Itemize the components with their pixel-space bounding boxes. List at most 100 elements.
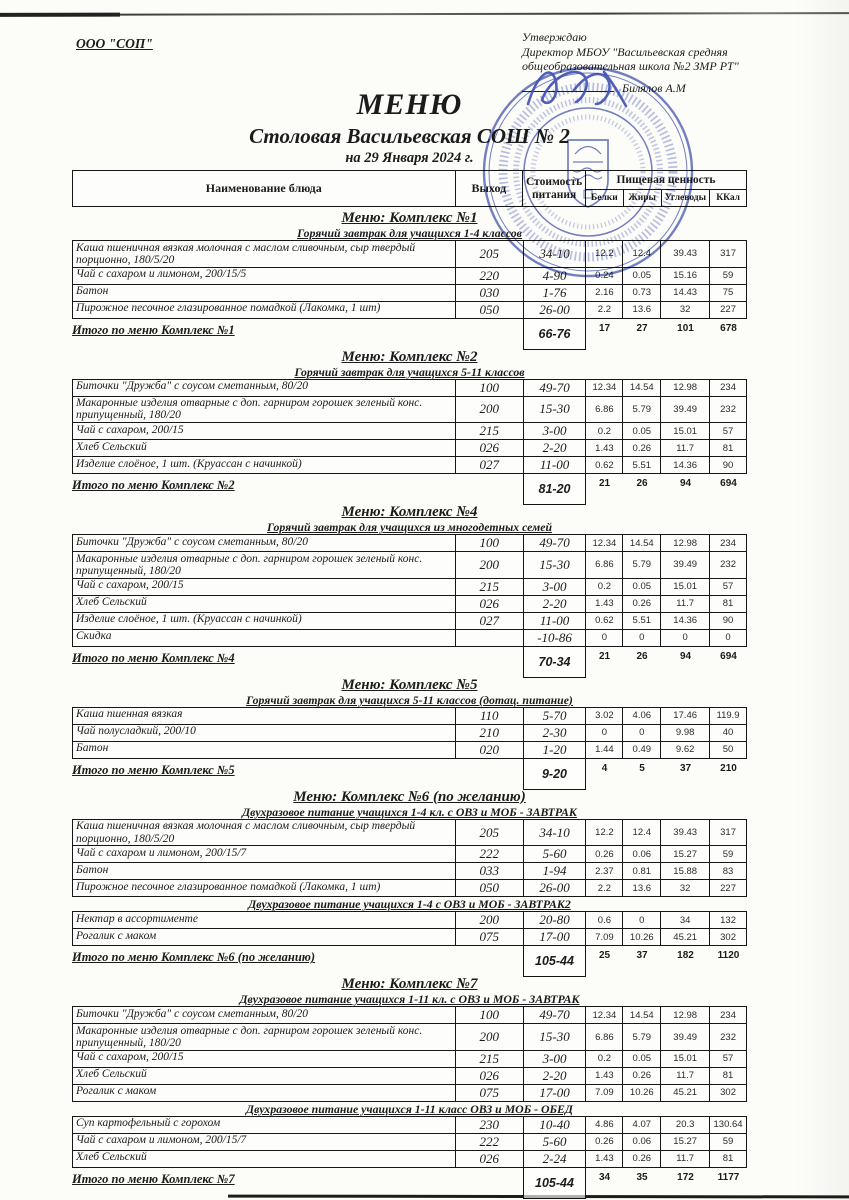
kcal-cell: 302	[709, 929, 746, 946]
price-cell: 11-00	[522, 612, 586, 629]
carbs-cell: 14.43	[660, 284, 709, 301]
fat-cell: 0.05	[622, 1050, 660, 1067]
kcal-cell: 119.9	[709, 707, 746, 724]
menu-table: Каша пшеничная вязкая молочная с маслом …	[72, 240, 747, 319]
column-header-portion: Выход	[454, 171, 523, 206]
price-cell: 5-70	[522, 707, 586, 724]
portion-cell: 200	[454, 912, 523, 929]
dish-name-cell: Батон	[76, 742, 109, 755]
carbs-cell: 12.98	[660, 535, 709, 552]
price-cell: 15-30	[522, 552, 586, 578]
protein-cell: 6.86	[585, 552, 622, 578]
totals-spacer	[455, 946, 523, 972]
carbs-cell: 12.98	[660, 1007, 709, 1024]
totals-fat: 35	[636, 1171, 648, 1183]
menu-row: Рогалик с маком 075 17-00 7.09 10.26 45.21 302	[73, 1083, 746, 1101]
kcal-cell: 59	[709, 1133, 746, 1150]
menu-table: Суп картофельный с горохом 230 10-40 4.86 4.…	[72, 1115, 747, 1168]
totals-spacer	[455, 1168, 523, 1194]
approval-block: Утверждаю Директор МБОУ "Васильевская ср…	[522, 30, 739, 95]
kcal-cell: 232	[709, 396, 746, 423]
dish-name-cell: Скидка	[76, 630, 112, 643]
kcal-cell: 81	[709, 440, 746, 457]
fat-cell: 5.51	[622, 457, 660, 474]
menu-row: Каша пшеничная вязкая молочная с маслом …	[73, 241, 746, 267]
column-header-nutrition: Пищевая ценность	[585, 171, 746, 190]
price-cell: 1-94	[522, 863, 586, 880]
menu-table: Каша пшеничная вязкая молочная с маслом …	[72, 818, 747, 898]
fat-cell: 0.49	[622, 741, 660, 758]
portion-cell: 026	[454, 595, 523, 612]
scan-artifact-top-line	[0, 12, 849, 16]
protein-cell: 0	[585, 724, 622, 741]
approval-line: Утверждаю	[522, 30, 587, 44]
scan-artifact-right-shade	[794, 0, 849, 1200]
price-cell: 2-24	[522, 1150, 586, 1167]
protein-cell: 2.16	[585, 284, 622, 301]
carbs-cell: 12.98	[660, 379, 709, 396]
menu-sections: Меню: Комплекс №1 Горячий завтрак для уча…	[72, 206, 747, 1200]
fat-cell: 0	[622, 912, 660, 929]
section-title: Меню: Комплекс №6 (по желанию)	[293, 788, 526, 805]
totals-fat: 5	[639, 762, 645, 774]
price-cell: 17-00	[522, 929, 586, 946]
fat-cell: 10.26	[622, 1084, 660, 1101]
menu-row: Хлеб Сельский 026 2-20 1.43 0.26 11.7 81	[73, 594, 746, 612]
org-name: ООО "СОП"	[76, 36, 153, 51]
group-heading: Двухразовое питание учащихся 1-11 класс …	[246, 1101, 573, 1116]
price-cell: 1-20	[522, 741, 586, 758]
portion-cell: 200	[454, 552, 523, 578]
portion-cell: 222	[454, 846, 523, 863]
menu-row: Чай с сахаром и лимоном, 200/15/7 222 5-60…	[73, 1132, 746, 1150]
fat-cell: 0.26	[622, 1067, 660, 1084]
kcal-cell: 90	[709, 612, 746, 629]
totals-kcal: 678	[720, 322, 737, 334]
totals-label: Итого по меню Комплекс №1	[72, 322, 235, 337]
totals-carbs: 94	[679, 478, 692, 490]
fat-cell: 0.26	[622, 595, 660, 612]
price-cell: 49-70	[522, 379, 586, 396]
portion-cell: 026	[454, 440, 523, 457]
protein-cell: 0	[585, 629, 622, 646]
portion-cell: 075	[454, 1084, 523, 1101]
protein-cell: 1.43	[585, 440, 622, 457]
price-cell: 3-00	[522, 578, 586, 595]
totals-kcal: 694	[720, 650, 737, 662]
protein-cell: 0.62	[585, 612, 622, 629]
fat-cell: 0	[622, 629, 660, 646]
protein-cell: 12.34	[585, 1007, 622, 1024]
kcal-cell: 302	[709, 1084, 746, 1101]
column-header-price: Стоимость питания	[522, 171, 585, 206]
dish-name-cell: Чай с сахаром, 200/15	[76, 1051, 184, 1064]
portion-cell: 210	[454, 724, 523, 741]
portion-cell: 050	[454, 880, 523, 897]
totals-row: Итого по меню Комплекс №5 9-20 4 5 37 210	[72, 757, 747, 790]
price-cell: 20-80	[522, 912, 586, 929]
group-heading: Горячий завтрак для учащихся 5-11 классо…	[294, 364, 525, 379]
totals-protein: 21	[598, 478, 611, 490]
price-cell: 26-00	[522, 880, 586, 897]
totals-label: Итого по меню Комплекс №2	[72, 478, 235, 493]
totals-kcal: 1120	[717, 950, 740, 962]
menu-row: Суп картофельный с горохом 230 10-40 4.86 4.…	[73, 1116, 746, 1133]
portion-cell: 027	[454, 457, 523, 474]
carbs-cell: 20.3	[660, 1116, 709, 1133]
menu-table: Каша пшенная вязкая 110 5-70 3.02 4.06 17.46 1…	[72, 706, 747, 759]
dish-name-cell: Хлеб Сельский	[76, 596, 147, 609]
approval-line: Директор МБОУ "Васильевская средняя	[522, 44, 728, 59]
portion-cell: 230	[454, 1116, 523, 1133]
price-cell: 5-60	[522, 846, 586, 863]
menu-row: Скидка -10-86 0 0 0 0	[73, 628, 746, 646]
dish-name-cell: Батон	[76, 863, 109, 876]
fat-cell: 0.81	[622, 863, 660, 880]
menu-row: Пирожное песочное глазированное помадкой…	[73, 879, 746, 897]
menu-row: Каша пшеничная вязкая молочная с маслом …	[73, 819, 746, 846]
carbs-cell: 15.01	[660, 578, 709, 595]
portion-cell: 215	[454, 1050, 523, 1067]
price-cell: 11-00	[522, 457, 586, 474]
kcal-cell: 234	[709, 535, 746, 552]
dish-name-cell: Чай с сахаром, 200/15	[76, 423, 184, 436]
carbs-cell: 45.21	[660, 929, 709, 946]
carbs-cell: 15.27	[660, 1133, 709, 1150]
menu-row: Изделие слоёное, 1 шт. (Круассан с начин…	[73, 611, 746, 629]
